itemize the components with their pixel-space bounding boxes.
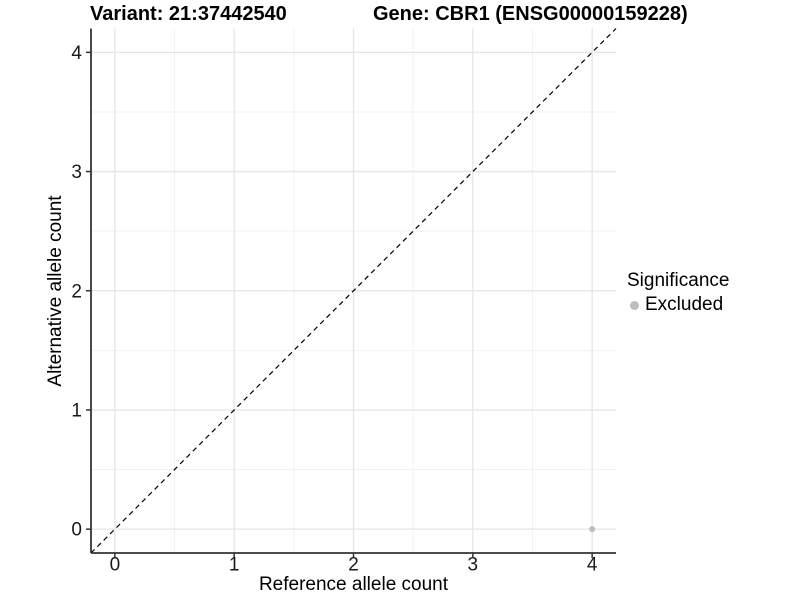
y-tick-label: 4 xyxy=(71,43,82,64)
x-tick-label: 4 xyxy=(587,555,598,576)
y-tick-label: 2 xyxy=(71,281,82,302)
x-tick-label: 0 xyxy=(110,555,121,576)
y-tick-label: 1 xyxy=(71,400,82,421)
legend-item-excluded: Excluded xyxy=(627,294,729,316)
excluded-point-icon xyxy=(630,300,639,310)
y-tick-label: 0 xyxy=(71,520,82,541)
plot-title-variant: Variant: 21:37442540 xyxy=(90,3,287,25)
y-tick-label: 3 xyxy=(71,162,82,183)
x-tick-label: 2 xyxy=(348,555,359,576)
y-axis-title: Alternative allele count xyxy=(45,195,66,387)
x-tick-label: 1 xyxy=(229,555,240,576)
legend: Significance Excluded xyxy=(627,270,729,316)
x-tick-label: 3 xyxy=(468,555,479,576)
x-axis-title: Reference allele count xyxy=(258,574,449,595)
legend-item-label: Excluded xyxy=(645,294,724,315)
data-point xyxy=(589,526,596,533)
identity-line xyxy=(90,28,617,554)
legend-title: Significance xyxy=(627,270,730,291)
plot-title-gene: Gene: CBR1 (ENSG00000159228) xyxy=(373,3,688,25)
